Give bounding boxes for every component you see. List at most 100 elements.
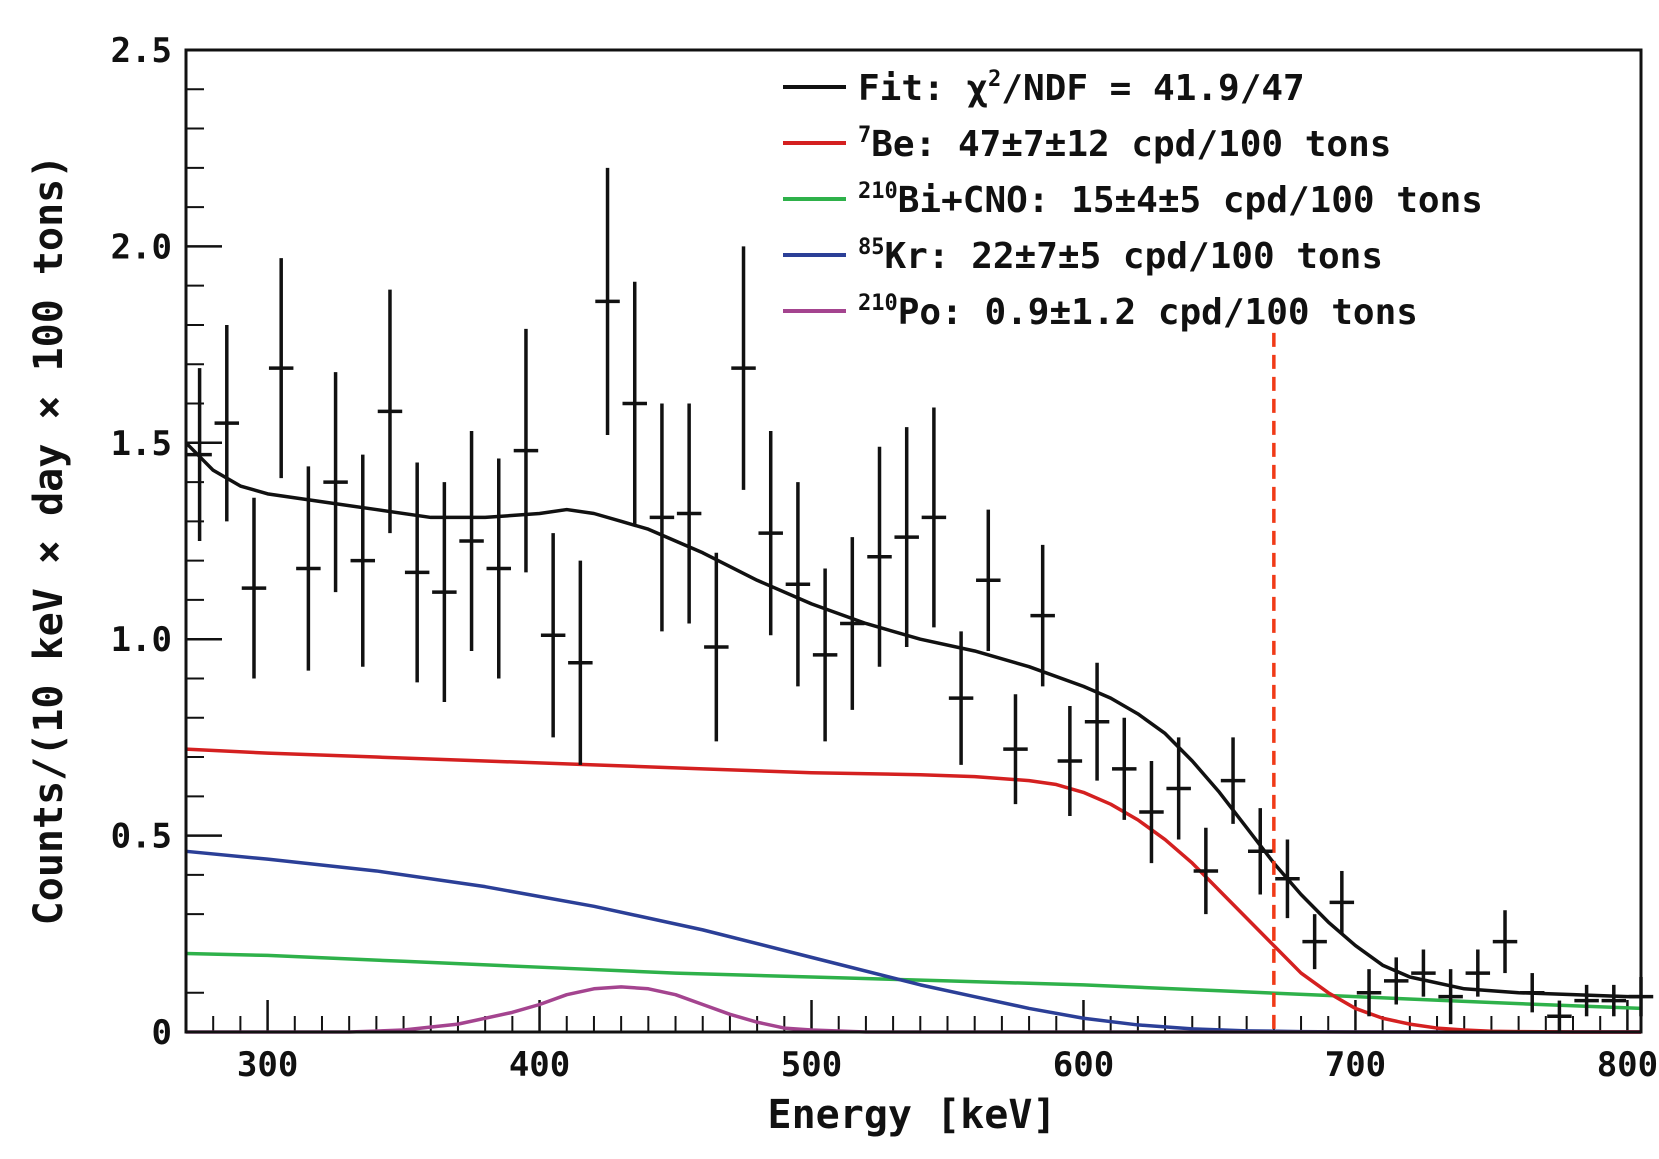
x-tick-label: 700: [1325, 1045, 1386, 1085]
x-tick-label: 600: [1053, 1045, 1114, 1085]
y-tick-label: 2.0: [111, 227, 172, 267]
tick-labels: 300 400 500 600 700 800 0 0.5 1.0 1.5 2.0 2.5: [111, 31, 1659, 1085]
series-210Bi+CNO-line: [185, 951, 1642, 1011]
data-point: [1193, 827, 1219, 915]
data-point: [323, 372, 348, 593]
data-point: [622, 281, 647, 526]
x-tick-label: 300: [237, 1045, 298, 1085]
data-point: [867, 446, 892, 667]
data-point: [1601, 984, 1627, 1017]
data-point: [1519, 973, 1545, 1013]
data-point: [1112, 717, 1137, 820]
legend-label: 210Po: 0.9±1.2 cpd/100 tons: [858, 291, 1418, 333]
y-tick-label: 0.5: [111, 817, 172, 857]
data-point: [1383, 957, 1409, 1005]
data-point: [1547, 1000, 1572, 1032]
legend-superscript: 7: [858, 123, 871, 148]
data-point: [350, 454, 376, 667]
legend-entry: Fit: χ2/NDF = 41.9/47: [783, 67, 1305, 109]
legend-superscript: 210: [858, 291, 898, 316]
series-210Po-line: [186, 985, 1641, 1034]
data-point: [1057, 705, 1083, 816]
y-tick-label: 1.5: [111, 424, 172, 464]
x-axis-title: Energy [keV]: [768, 1092, 1057, 1138]
y-tick-label: 0: [152, 1013, 172, 1053]
data-point: [948, 631, 974, 765]
data-point: [1220, 737, 1246, 824]
curves: [184, 441, 1642, 1034]
data-point: [731, 246, 756, 490]
data-point: [1329, 870, 1355, 934]
data-point: [459, 431, 484, 651]
data-point: [758, 431, 783, 636]
data-point: [1465, 949, 1491, 997]
major-ticks: [186, 48, 1629, 1034]
data-point: [1275, 839, 1300, 919]
legend-main-text: Be: 47±7±12 cpd/100 tons: [871, 124, 1391, 165]
data-point: [1084, 662, 1110, 781]
legend-label: 210Bi+CNO: 15±4±5 cpd/100 tons: [858, 179, 1483, 221]
data-point: [513, 328, 539, 573]
plot-frame: [184, 48, 1643, 1034]
data-point: [1003, 694, 1028, 805]
series-Fit-line: [184, 441, 1641, 999]
data-point: [187, 368, 212, 541]
data-point: [1438, 969, 1463, 1025]
legend-label: Fit: χ2/NDF = 41.9/47: [858, 67, 1305, 109]
legend: Fit: χ2/NDF = 41.9/47 7Be: 47±7±12 cpd/10…: [783, 67, 1483, 333]
data-point: [894, 427, 919, 648]
data-point: [1166, 737, 1191, 840]
data-point: [812, 568, 838, 742]
legend-entry: 85Kr: 22±7±5 cpd/100 tons: [783, 235, 1383, 277]
legend-label: 85Kr: 22±7±5 cpd/100 tons: [858, 235, 1383, 277]
y-tick-label: 2.5: [111, 31, 172, 71]
legend-main-text: /NDF = 41.9/47: [1001, 68, 1304, 109]
data-point: [921, 407, 947, 628]
legend-entry: 210Po: 0.9±1.2 cpd/100 tons: [783, 291, 1418, 333]
data-point: [568, 560, 593, 765]
data-point: [377, 289, 403, 534]
data-point: [785, 482, 811, 687]
data-point: [1139, 760, 1164, 864]
series-7Be-line: [185, 747, 1641, 1034]
data-point: [540, 533, 566, 738]
data-point: [595, 167, 620, 435]
data-point: [1411, 949, 1436, 997]
data-point: [486, 458, 511, 679]
data-points: [187, 167, 1654, 1032]
data-point: [676, 403, 702, 624]
data-point: [1302, 914, 1327, 970]
legend-entry: 210Bi+CNO: 15±4±5 cpd/100 tons: [783, 179, 1483, 221]
data-point: [1492, 910, 1518, 974]
y-axis-title: Counts/(10 keV × day × 100 tons): [26, 155, 72, 926]
legend-superscript: 210: [858, 179, 898, 204]
legend-main-text: Fit: χ: [858, 68, 988, 109]
data-point: [1356, 969, 1382, 1017]
legend-superscript: 85: [858, 235, 885, 260]
legend-main-text: Kr: 22±7±5 cpd/100 tons: [885, 236, 1384, 277]
legend-label: 7Be: 47±7±12 cpd/100 tons: [858, 123, 1391, 165]
data-point: [268, 258, 294, 479]
data-point: [1574, 984, 1599, 1017]
x-tick-label: 500: [781, 1045, 842, 1085]
y-tick-label: 1.0: [111, 620, 172, 660]
data-point: [976, 509, 1001, 651]
data-point: [214, 324, 240, 522]
legend-main-text: Po: 0.9±1.2 cpd/100 tons: [898, 292, 1418, 333]
data-point: [649, 403, 675, 632]
data-point: [296, 466, 321, 671]
data-point: [432, 482, 457, 703]
data-point: [404, 462, 430, 683]
legend-entry: 7Be: 47±7±12 cpd/100 tons: [783, 123, 1391, 165]
data-point: [1030, 544, 1055, 687]
x-tick-label: 800: [1597, 1045, 1658, 1085]
data-point: [241, 497, 267, 679]
data-point: [840, 537, 865, 710]
legend-superscript: 2: [988, 67, 1001, 92]
data-point: [1248, 808, 1273, 895]
data-point: [704, 552, 729, 742]
x-tick-label: 400: [509, 1045, 570, 1085]
legend-main-text: Bi+CNO: 15±4±5 cpd/100 tons: [898, 180, 1483, 221]
